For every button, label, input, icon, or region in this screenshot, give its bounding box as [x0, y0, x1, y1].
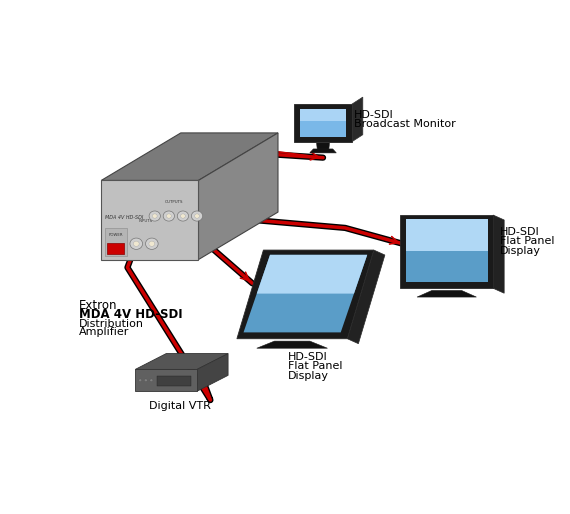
- Polygon shape: [257, 255, 367, 293]
- Polygon shape: [400, 215, 493, 288]
- Circle shape: [139, 379, 142, 382]
- Polygon shape: [237, 250, 374, 339]
- Text: Display: Display: [288, 371, 329, 380]
- Polygon shape: [352, 97, 363, 142]
- Polygon shape: [197, 354, 228, 391]
- Polygon shape: [101, 133, 278, 180]
- Text: INPUTS: INPUTS: [139, 218, 153, 223]
- Polygon shape: [316, 142, 329, 150]
- Polygon shape: [493, 215, 504, 293]
- Text: Display: Display: [500, 246, 541, 256]
- Text: OUTPUTS: OUTPUTS: [165, 199, 184, 204]
- FancyBboxPatch shape: [294, 104, 352, 142]
- Text: MDA 4V HD-SDI: MDA 4V HD-SDI: [105, 215, 144, 220]
- Circle shape: [181, 214, 185, 218]
- FancyBboxPatch shape: [107, 243, 124, 254]
- Text: HD-SDI: HD-SDI: [500, 227, 539, 237]
- Text: POWER: POWER: [109, 233, 123, 237]
- Polygon shape: [256, 341, 328, 348]
- Text: Broadcast Monitor: Broadcast Monitor: [354, 119, 456, 129]
- Polygon shape: [417, 290, 477, 297]
- FancyBboxPatch shape: [157, 376, 191, 386]
- Polygon shape: [406, 219, 487, 282]
- Text: Amplifier: Amplifier: [79, 327, 129, 337]
- Polygon shape: [243, 255, 367, 333]
- Polygon shape: [135, 370, 197, 391]
- Polygon shape: [198, 133, 278, 260]
- Text: HD-SDI: HD-SDI: [288, 352, 327, 361]
- Circle shape: [150, 379, 153, 382]
- Circle shape: [144, 379, 148, 382]
- Text: Extron: Extron: [79, 299, 117, 311]
- Polygon shape: [347, 250, 385, 344]
- Circle shape: [163, 211, 174, 221]
- Text: Digital VTR: Digital VTR: [149, 401, 210, 411]
- Circle shape: [130, 238, 142, 249]
- Text: Flat Panel: Flat Panel: [500, 236, 554, 246]
- Circle shape: [166, 214, 171, 218]
- Circle shape: [177, 211, 189, 221]
- Polygon shape: [135, 354, 228, 370]
- Circle shape: [149, 211, 160, 221]
- Text: HD-SDI: HD-SDI: [354, 110, 394, 120]
- Text: Flat Panel: Flat Panel: [288, 361, 342, 371]
- Circle shape: [145, 238, 158, 249]
- FancyBboxPatch shape: [105, 228, 127, 255]
- FancyBboxPatch shape: [300, 109, 347, 121]
- FancyBboxPatch shape: [300, 109, 347, 137]
- Circle shape: [149, 241, 154, 246]
- Circle shape: [133, 241, 139, 246]
- Text: MDA 4V HD-SDI: MDA 4V HD-SDI: [79, 308, 183, 321]
- Text: Distribution: Distribution: [79, 319, 144, 329]
- Circle shape: [152, 214, 157, 218]
- Circle shape: [194, 214, 199, 218]
- Polygon shape: [310, 149, 336, 153]
- Polygon shape: [101, 180, 198, 260]
- Circle shape: [192, 211, 203, 221]
- Polygon shape: [406, 219, 487, 251]
